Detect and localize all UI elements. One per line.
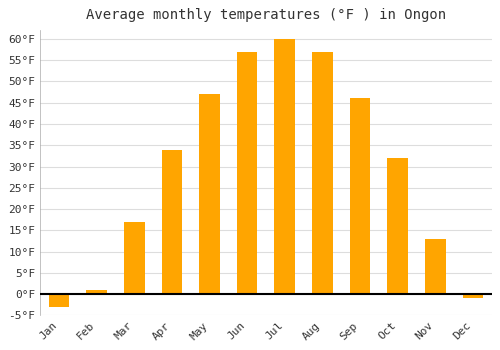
Bar xyxy=(124,222,144,294)
Bar xyxy=(388,158,408,294)
Bar xyxy=(425,239,446,294)
Bar xyxy=(462,294,483,299)
Bar xyxy=(237,52,258,294)
Title: Average monthly temperatures (°F ) in Ongon: Average monthly temperatures (°F ) in On… xyxy=(86,8,446,22)
Bar xyxy=(274,39,295,294)
Bar xyxy=(86,290,107,294)
Bar xyxy=(199,94,220,294)
Bar xyxy=(48,294,70,307)
Bar xyxy=(350,98,370,294)
Bar xyxy=(312,52,332,294)
Bar xyxy=(162,149,182,294)
